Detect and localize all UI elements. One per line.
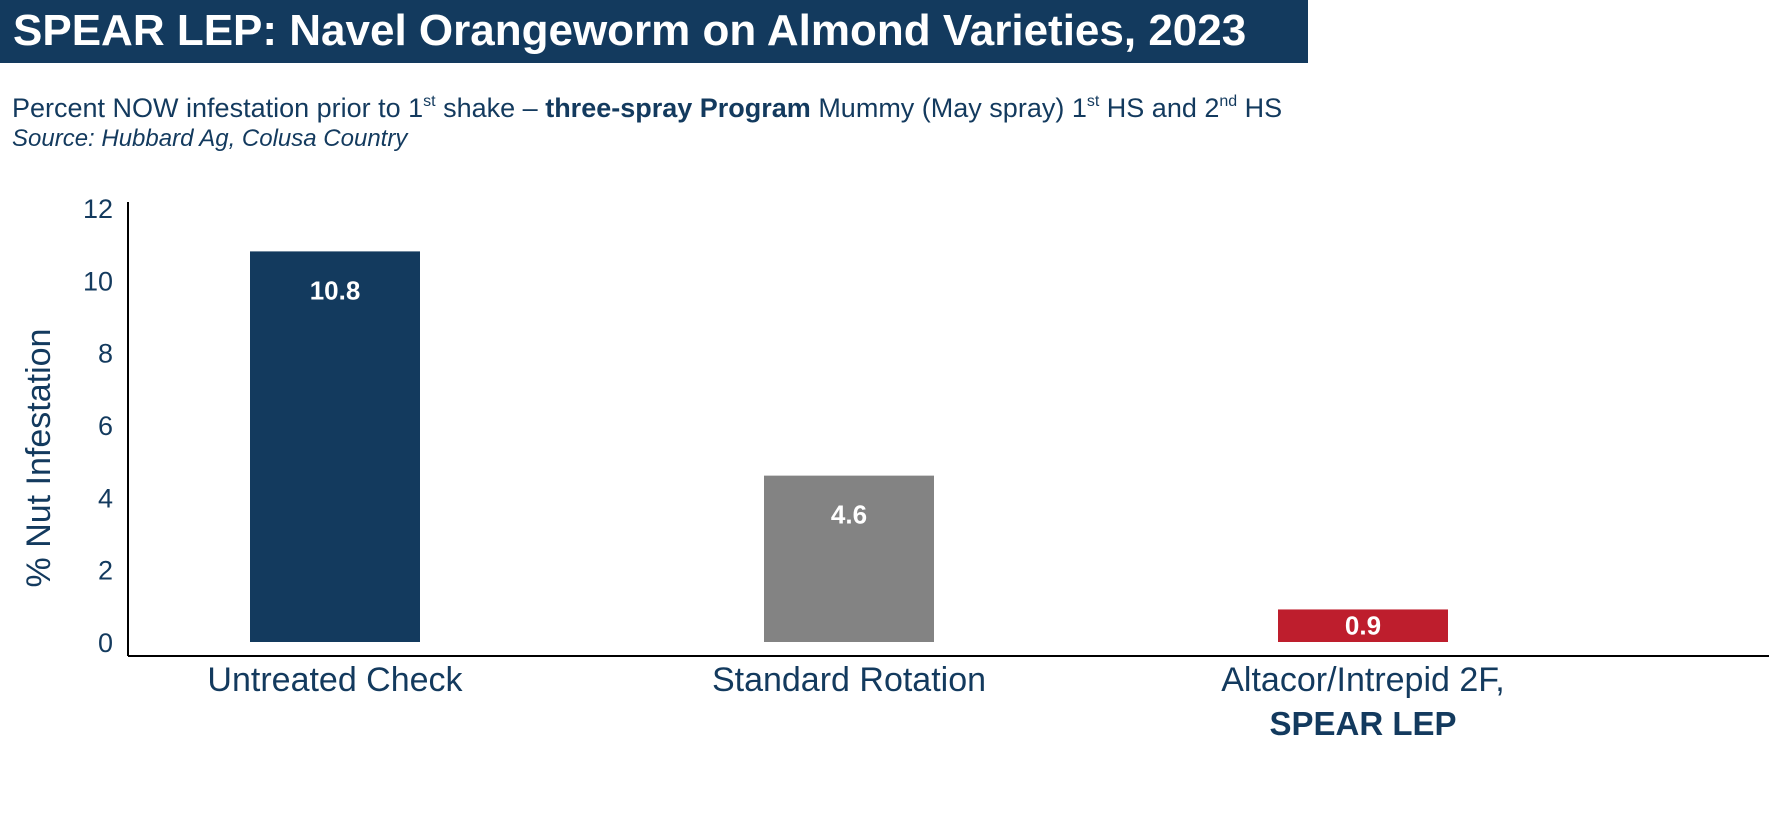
y-tick-label: 2 <box>98 556 113 586</box>
bar-value-label: 0.9 <box>1345 610 1381 640</box>
bar <box>1278 609 1448 642</box>
chart-title: SPEAR LEP: Navel Orangeworm on Almond Va… <box>13 6 1247 55</box>
subtitle-superscript-2: st <box>1086 93 1100 110</box>
chart-subtitle: Percent NOW infestation prior to 1st sha… <box>12 92 1282 124</box>
y-tick-label: 12 <box>83 194 113 224</box>
y-tick-label: 10 <box>83 266 113 296</box>
bar-value-label: 10.8 <box>310 275 361 305</box>
bar-value-label: 4.6 <box>831 500 867 530</box>
subtitle-part-4: HS and 2 <box>1099 93 1220 123</box>
x-category-label: SPEAR LEP <box>1269 705 1456 742</box>
subtitle-superscript-1: st <box>423 93 436 110</box>
subtitle-superscript-3: nd <box>1219 93 1238 110</box>
y-tick-label: 0 <box>98 628 113 658</box>
y-tick-label: 4 <box>98 483 113 513</box>
subtitle-part-1: Percent NOW infestation prior to 1 <box>12 93 424 123</box>
x-category-label: Altacor/Intrepid 2F, <box>1221 661 1504 699</box>
subtitle-part-3: Mummy (May spray) 1 <box>810 93 1087 123</box>
bar <box>250 251 420 642</box>
bar-chart: 0 2 4 6 8 10 12 % Nut Infestation 10.8 4.6 0.9 Untr… <box>20 194 1769 742</box>
x-category-label: Standard Rotation <box>712 661 986 699</box>
y-axis-label: % Nut Infestation <box>20 329 58 588</box>
bar <box>764 475 934 642</box>
x-category-label: Untreated Check <box>207 661 463 699</box>
subtitle-part-2: shake – <box>435 93 546 123</box>
subtitle-part-5: HS <box>1237 93 1283 123</box>
y-tick-label: 8 <box>98 339 113 369</box>
y-tick-label: 6 <box>98 411 113 441</box>
subtitle-bold-program: three-spray Program <box>545 93 811 123</box>
source-note: Source: Hubbard Ag, Colusa Country <box>12 125 408 152</box>
title-bar: SPEAR LEP: Navel Orangeworm on Almond Va… <box>0 0 1308 63</box>
